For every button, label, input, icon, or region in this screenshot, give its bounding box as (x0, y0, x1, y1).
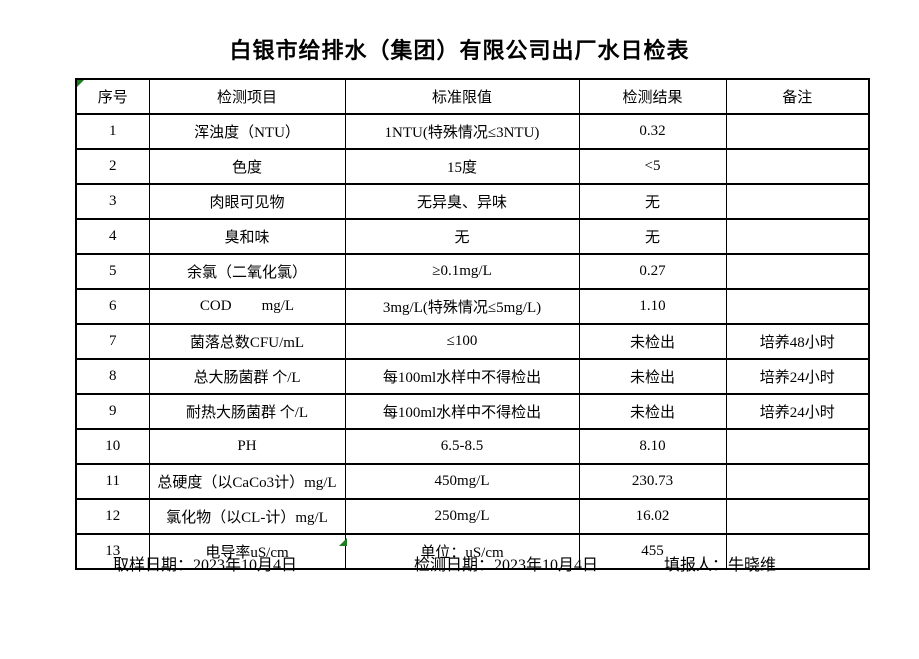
cell-item: 总大肠菌群 个/L (148, 358, 346, 395)
cell-item: 色度 (148, 148, 346, 185)
cell-item: 肉眼可见物 (148, 183, 346, 220)
cell-result: 0.27 (578, 253, 727, 290)
cell-remark: 培养24小时 (725, 358, 870, 395)
table-header-row: 序号 检测项目 标准限值 检测结果 备注 (75, 78, 870, 115)
cell-remark (725, 183, 870, 220)
cell-item: 浑浊度（NTU） (148, 113, 346, 150)
cell-item: 总硬度（以CaCo3计）mg/L (148, 463, 346, 500)
cell-item: COD mg/L (148, 288, 346, 325)
cell-result: 无 (578, 218, 727, 255)
cell-remark: 培养48小时 (725, 323, 870, 360)
cell-index: 7 (75, 323, 150, 360)
cell-index: 3 (75, 183, 150, 220)
cell-result: 未检出 (578, 358, 727, 395)
table-row: 5 余氯（二氧化氯） ≥0.1mg/L 0.27 (75, 253, 870, 290)
cell-index: 1 (75, 113, 150, 150)
cell-index: 12 (75, 498, 150, 535)
cell-standard: 无 (344, 218, 580, 255)
excel-corner-marker-icon (77, 80, 84, 87)
cell-remark: 培养24小时 (725, 393, 870, 430)
cell-remark (725, 463, 870, 500)
cell-standard: 1NTU(特殊情况≤3NTU) (344, 113, 580, 150)
cell-remark (725, 428, 870, 465)
table-row: 7 菌落总数CFU/mL ≤100 未检出 培养48小时 (75, 323, 870, 360)
cell-result: 未检出 (578, 393, 727, 430)
cell-standard: 3mg/L(特殊情况≤5mg/L) (344, 288, 580, 325)
cell-remark (725, 218, 870, 255)
cell-index: 6 (75, 288, 150, 325)
cell-item: PH (148, 428, 346, 465)
cell-result: <5 (578, 148, 727, 185)
cell-item: 臭和味 (148, 218, 346, 255)
cell-index: 8 (75, 358, 150, 395)
cell-remark (725, 288, 870, 325)
cell-index: 4 (75, 218, 150, 255)
cell-remark (725, 148, 870, 185)
table-row: 11 总硬度（以CaCo3计）mg/L 450mg/L 230.73 (75, 463, 870, 500)
header-cell-item: 检测项目 (148, 78, 346, 115)
table-row: 13 电导率uS/cm 单位：uS/cm 455 (75, 533, 870, 570)
sampling-date-text: 取样日期：2023年10月4日 (113, 557, 298, 574)
cell-remark (725, 113, 870, 150)
table-row: 3 肉眼可见物 无异臭、异味无 (75, 183, 870, 220)
test-date-text: 检测日期：2023年10月4日 (414, 557, 599, 574)
cell-standard: 250mg/L (344, 498, 580, 535)
cell-item: 电导率uS/cm (148, 533, 346, 570)
footer: 取样日期：2023年10月4日 检测日期：2023年10月4日 填报人：牛晓维 (0, 551, 919, 574)
cell-standard: 每100ml水样中不得检出 (344, 358, 580, 395)
table-row: 10 PH 6.5-8.5 8.10 (75, 428, 870, 465)
table-row: 6 COD mg/L 3mg/L(特殊情况≤5mg/L) 1.10 (75, 288, 870, 325)
cell-index: 9 (75, 393, 150, 430)
cell-item: 余氯（二氧化氯） (148, 253, 346, 290)
table-row: 8 总大肠菌群 个/L 每100ml水样中不得检出 未检出 培养24小时 (75, 358, 870, 395)
header-cell-index: 序号 (75, 78, 150, 115)
cell-result: 8.10 (578, 428, 727, 465)
cell-index: 11 (75, 463, 150, 500)
cell-standard: 450mg/L (344, 463, 580, 500)
table-row: 12 氯化物（以CL-计）mg/L 250mg/L 16.02 (75, 498, 870, 535)
cell-remark (725, 533, 870, 570)
cell-standard: ≤100 (344, 323, 580, 360)
header-cell-result: 检测结果 (578, 78, 727, 115)
table-row: 2 色度 15度 <5 (75, 148, 870, 185)
cell-result: 0.32 (578, 113, 727, 150)
page-title: 白银市给排水（集团）有限公司出厂水日检表 (229, 38, 690, 63)
cell-standard: 15度 (344, 148, 580, 185)
cell-result: 230.73 (578, 463, 727, 500)
cell-standard: 无异臭、异味 (344, 183, 580, 220)
cell-result: 无 (578, 183, 727, 220)
cell-standard: 6.5-8.5 (344, 428, 580, 465)
cell-remark (725, 253, 870, 290)
cell-index: 2 (75, 148, 150, 185)
cell-index: 10 (75, 428, 150, 465)
cell-result: 1.10 (578, 288, 727, 325)
reporter-text: 填报人：牛晓维 (664, 557, 777, 574)
cell-remark (725, 498, 870, 535)
table-row: 9 耐热大肠菌群 个/L 每100ml水样中不得检出 未检出 培养24小时 (75, 393, 870, 430)
cell-result: 未检出 (578, 323, 727, 360)
cell-item: 氯化物（以CL-计）mg/L (148, 498, 346, 535)
cell-standard: 每100ml水样中不得检出 (344, 393, 580, 430)
header-cell-remark: 备注 (725, 78, 870, 115)
cell-index: 13 (75, 533, 150, 570)
excel-fill-handle-icon (339, 538, 347, 546)
table-row: 4 臭和味无无 (75, 218, 870, 255)
header-cell-standard: 标准限值 (344, 78, 580, 115)
table-row: 1 浑浊度（NTU） 1NTU(特殊情况≤3NTU) 0.32 (75, 113, 870, 150)
cell-index: 5 (75, 253, 150, 290)
daily-inspection-table: 序号 检测项目 标准限值 检测结果 备注 1 浑浊度（NTU） 1NTU(特殊情况≤… (75, 78, 870, 570)
cell-standard: ≥0.1mg/L (344, 253, 580, 290)
cell-item: 菌落总数CFU/mL (148, 323, 346, 360)
cell-result: 16.02 (578, 498, 727, 535)
cell-item: 耐热大肠菌群 个/L (148, 393, 346, 430)
cell-result: 455 (578, 533, 727, 570)
